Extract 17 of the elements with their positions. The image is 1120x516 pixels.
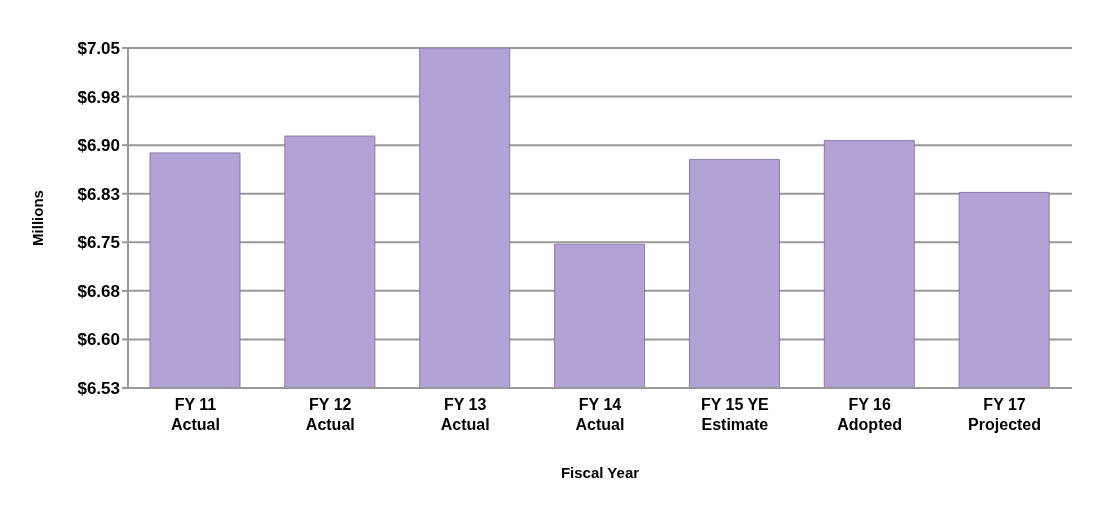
y-tick-label: $6.75	[77, 233, 120, 253]
x-tick-label: FY 15 YE Estimate	[700, 396, 770, 433]
x-axis-title: Fiscal Year	[560, 464, 640, 481]
y-tick-label: $6.90	[77, 136, 120, 156]
x-tick-label: FY 17 Projected	[968, 396, 1042, 433]
y-tick-label: $6.60	[77, 330, 120, 350]
y-tick-label: $6.83	[77, 184, 120, 204]
x-tick-label: FY 11 Actual	[170, 396, 220, 433]
y-tick-label: $6.68	[77, 281, 120, 301]
y-tick-label: $7.05	[77, 39, 120, 59]
x-tick-label: FY 12 Actual	[305, 396, 355, 433]
x-tick-label: FY 16 Adopted	[837, 396, 903, 433]
x-tick-label: FY 14 Actual	[575, 396, 625, 433]
x-tick-label: FY 13 Actual	[440, 396, 490, 433]
y-tick-label: $6.53	[77, 379, 120, 399]
y-axis-title: Millions	[29, 190, 47, 246]
y-tick-label: $6.98	[77, 87, 120, 107]
